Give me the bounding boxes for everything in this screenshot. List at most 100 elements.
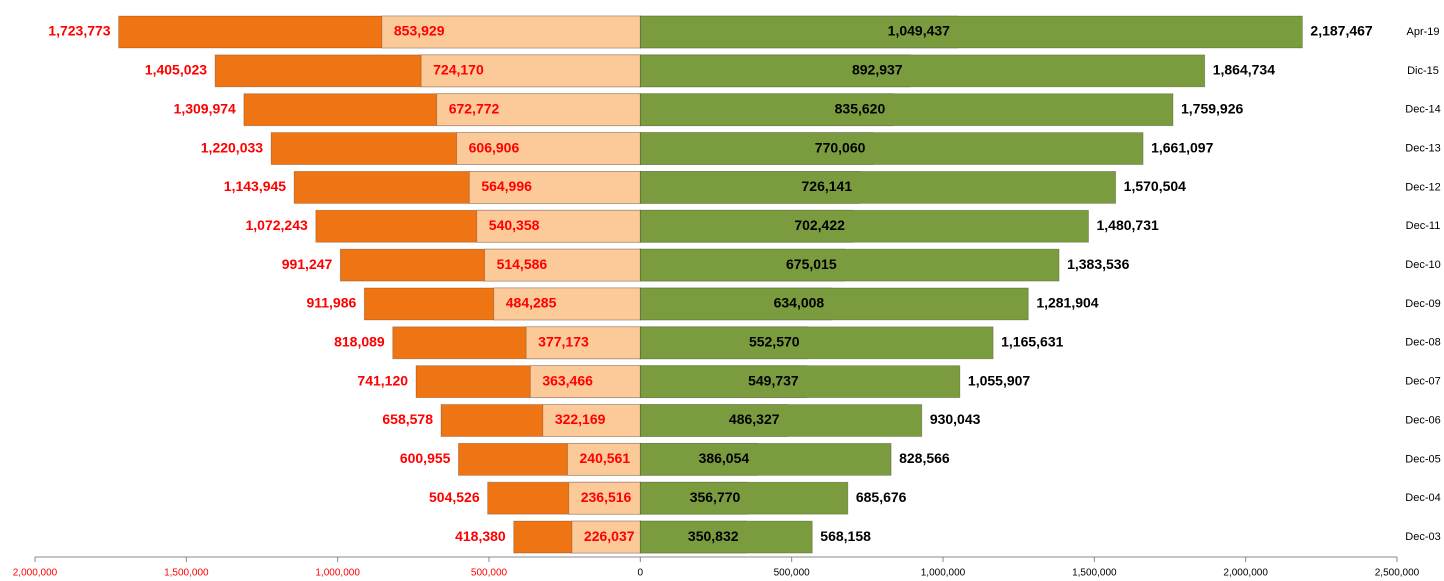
x-tick-label: 2,500,000 [1375,568,1420,579]
value-label: 356,770 [690,489,741,505]
value-label: 702,422 [794,217,845,233]
value-label: 350,832 [688,528,739,544]
category-label: Dec-04 [1405,492,1440,504]
value-label: 418,380 [455,528,506,544]
x-tick-label: 500,000 [774,568,811,579]
value-label: 1,309,974 [174,100,236,116]
value-label: 658,578 [382,411,433,427]
value-label: 1,405,023 [145,62,207,78]
category-label: Dec-06 [1405,414,1440,426]
bar [571,520,641,554]
bar [639,93,1174,127]
value-label: 552,570 [749,334,800,350]
category-label: Dec-13 [1405,142,1440,154]
value-label: 1,661,097 [1151,139,1213,155]
value-label: 540,358 [489,217,540,233]
value-label: 911,986 [306,295,356,311]
value-label: 853,929 [394,23,445,39]
value-label: 1,383,536 [1067,256,1129,272]
bar [639,520,813,554]
value-label: 514,586 [497,256,548,272]
category-label: Dec-10 [1405,259,1440,271]
x-tick-label: 1,000,000 [315,568,360,579]
value-label: 322,169 [555,411,606,427]
value-label: 226,037 [584,528,635,544]
value-label: 1,055,907 [968,372,1030,388]
bar [639,404,923,437]
value-label: 549,737 [748,372,799,388]
value-label: 1,220,033 [201,139,263,155]
bar [456,132,641,165]
value-label: 1,480,731 [1097,217,1159,233]
value-label: 606,906 [469,139,520,155]
category-label: Dec-07 [1405,376,1440,388]
category-label: Dec-11 [1406,220,1441,232]
category-label: Dic-15 [1407,65,1439,77]
value-label: 892,937 [852,62,903,78]
x-tick-label: 2,000,000 [1223,568,1268,579]
value-label: 1,759,926 [1181,100,1243,116]
bar [639,209,1089,243]
value-label: 377,173 [538,334,589,350]
bar [639,481,849,515]
value-label: 1,165,631 [1001,334,1063,350]
bar [639,248,1060,282]
value-label: 991,247 [282,256,333,272]
category-label: Dec-12 [1405,181,1440,193]
x-tick-label: 1,000,000 [921,568,966,579]
bar [639,170,1117,204]
value-label: 600,955 [400,450,451,466]
bar [525,326,641,360]
value-label: 672,772 [449,100,500,116]
category-label: Dec-09 [1405,298,1440,310]
category-label: Apr-19 [1406,26,1439,38]
category-label: Dec-08 [1405,337,1440,349]
bar [476,209,641,243]
value-label: 724,170 [433,62,484,78]
value-label: 568,158 [820,528,871,544]
value-label: 828,566 [899,450,950,466]
value-label: 1,143,945 [224,178,286,194]
value-label: 2,187,467 [1310,23,1372,39]
category-label: Dec-14 [1405,104,1440,116]
bar [484,248,641,282]
value-label: 1,281,904 [1036,295,1098,311]
value-label: 564,996 [481,178,532,194]
value-label: 770,060 [815,139,866,155]
value-label: 1,072,243 [246,217,308,233]
x-tick-label: 500,000 [471,568,508,579]
value-label: 1,864,734 [1213,62,1275,78]
bar [568,481,641,515]
value-label: 726,141 [802,178,853,194]
x-tick-label: 1,500,000 [164,568,209,579]
value-label: 504,526 [429,489,480,505]
x-tick-label: 2,000,000 [13,568,58,579]
value-label: 484,285 [506,295,557,311]
x-tick-label: 1,500,000 [1072,568,1117,579]
value-label: 634,008 [774,295,825,311]
bar [436,93,641,127]
value-label: 1,049,437 [888,23,950,39]
value-label: 930,043 [930,411,981,427]
bar [420,54,641,88]
bar [639,15,1303,49]
bar [639,365,961,399]
value-label: 240,561 [580,450,631,466]
bar [639,287,1029,321]
value-label: 363,466 [542,372,593,388]
value-label: 236,516 [581,489,632,505]
category-label: Dec-03 [1405,531,1440,543]
category-label: Dec-05 [1405,453,1440,465]
x-tick-label: 0 [638,568,644,579]
value-label: 1,723,773 [48,23,110,39]
value-label: 386,054 [699,450,750,466]
value-label: 835,620 [835,100,886,116]
bar [493,287,641,321]
value-label: 486,327 [729,411,780,427]
value-label: 1,570,504 [1124,178,1186,194]
value-label: 675,015 [786,256,837,272]
value-label: 685,676 [856,489,907,505]
bar [542,404,641,437]
value-label: 741,120 [357,372,408,388]
bar [639,54,1206,88]
